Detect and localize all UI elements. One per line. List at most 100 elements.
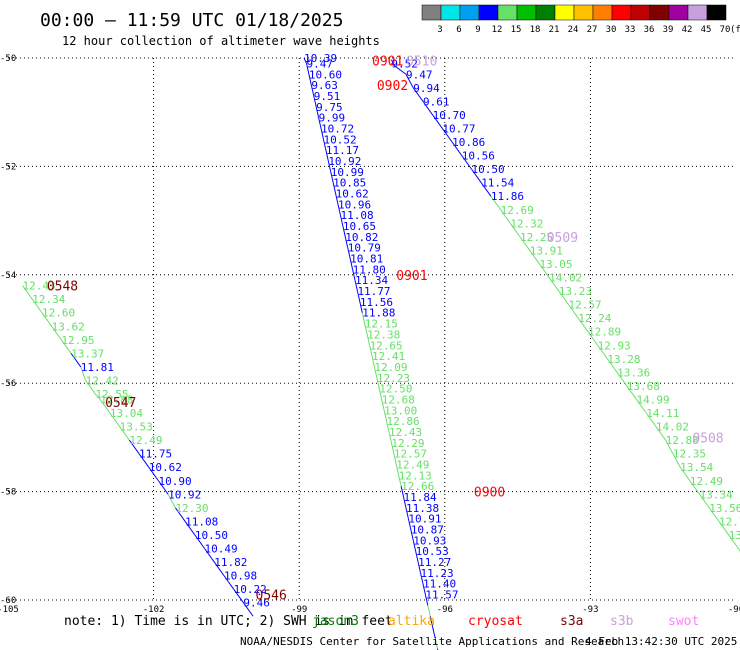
swh-value-label: 12.89 (588, 326, 621, 339)
colorbar-swatch (497, 4, 518, 21)
swh-value-label: 12.60 (42, 307, 75, 320)
swh-value-label: 10.90 (158, 475, 191, 488)
colorbar-unit: (ft) (730, 25, 740, 35)
swh-value-label: 10.22 (234, 583, 267, 596)
swh-value-label: 9.75 (316, 101, 343, 114)
swh-value-label: 12.25 (520, 231, 553, 244)
swh-value-label: 10.50 (471, 163, 504, 176)
pass-time-label: 0548 (47, 280, 78, 295)
track-segment (80, 366, 87, 381)
x-tick-label: -102 (143, 605, 165, 615)
colorbar-label: 42 (682, 25, 693, 35)
track-segment (128, 439, 140, 454)
swh-value-label: 12.82 (738, 543, 740, 556)
track-segment (451, 141, 463, 156)
swh-value-label: 12.86 (387, 415, 420, 428)
track-segment (376, 377, 380, 389)
track-segment (434, 637, 439, 649)
swh-value-label: 11.57 (425, 589, 458, 602)
track-segment (242, 602, 254, 617)
swh-value-label: 12.49 (396, 459, 429, 472)
pass-time-label: 0509 (547, 231, 578, 246)
swh-value-label: 12.65 (370, 339, 403, 352)
swh-value-label: 12.66 (401, 480, 434, 493)
x-tick-label: -96 (437, 605, 453, 615)
track-segment (400, 486, 405, 498)
swh-value-label: 11.84 (404, 491, 437, 504)
track-segment (327, 160, 332, 172)
track-segment (303, 57, 307, 64)
track-segment (366, 334, 371, 346)
track-segment (373, 366, 378, 378)
track-segment (109, 412, 121, 427)
swh-value-label: 10.86 (452, 136, 485, 149)
track-segment (305, 63, 310, 75)
track-segment (708, 507, 720, 522)
swh-value-label: 11.82 (214, 556, 247, 569)
track-0548: 12.4312.3412.6013.6212.9513.3711.8112.42… (22, 280, 270, 617)
swh-value-label: 9.63 (311, 79, 338, 92)
colorbar-swatch (630, 4, 651, 21)
track-segment (422, 583, 426, 595)
grid-lines (8, 57, 736, 601)
satellite-legend-item: cryosat (468, 614, 523, 629)
swh-value-label: 11.81 (81, 361, 114, 374)
track-segment (322, 139, 327, 151)
colorbar-label: 3 (437, 25, 442, 35)
track-segment (577, 317, 589, 333)
swh-value-label: 12.49 (129, 434, 162, 447)
swh-value-label: 13.28 (607, 353, 640, 366)
swh-value-label: 10.39 (304, 52, 337, 65)
swh-value-label: 12.49 (690, 475, 723, 488)
track-segment (342, 225, 346, 237)
colorbar-label: 27 (587, 25, 598, 35)
swh-value-label: 12.43 (23, 280, 56, 293)
x-tick-label: -90 (728, 605, 740, 615)
swh-value-label: 11.23 (421, 567, 454, 580)
swh-value-label: 11.40 (423, 578, 456, 591)
track-segment (529, 250, 540, 265)
pass-labels: 0901 0902 0510 0509 0901 0548 0547 0508 0900 0546 (47, 55, 724, 604)
track-segment (519, 236, 531, 251)
track-segment (417, 561, 422, 574)
swh-value-label: 12.43 (389, 426, 422, 439)
swh-value-label: 9.47 (306, 57, 333, 70)
track-segment (429, 616, 434, 628)
track-segment (31, 298, 43, 314)
colorbar-label: 30 (606, 25, 617, 35)
swh-value-label: 11.27 (418, 556, 451, 569)
track-segment (636, 399, 647, 414)
swh-value-label: 11.56 (360, 296, 393, 309)
swh-value-label: 10.53 (416, 545, 449, 558)
track-segment (441, 128, 453, 143)
track-segment (606, 358, 618, 373)
swh-value-label: 14.99 (637, 393, 670, 406)
track-segment (22, 285, 33, 300)
track-segment (318, 117, 322, 129)
track-segment (364, 323, 368, 335)
track-segment (70, 353, 82, 368)
colorbar-label: 45 (701, 25, 712, 35)
track-segment (672, 453, 681, 468)
track-segment (500, 209, 511, 224)
track-segment (616, 372, 628, 387)
swh-value-label: 10.79 (348, 242, 381, 255)
track-segment (390, 442, 395, 454)
swh-value-label: 12.09 (374, 361, 407, 374)
y-tick-label: -54 (0, 271, 16, 281)
y-tick-label: -50 (0, 54, 16, 64)
colorbar-swatch (459, 4, 480, 21)
track-segment (405, 74, 414, 89)
colorbar-swatch (611, 4, 632, 21)
pass-time-label: 0902 (377, 79, 408, 94)
track-segment (315, 106, 320, 118)
colorbar-swatch (440, 4, 461, 21)
colorbar-label: 6 (456, 25, 461, 35)
swh-value-label: 10.99 (331, 166, 364, 179)
swh-value-label: 10.72 (321, 122, 354, 135)
swh-value-label: 12.88 (100, 393, 133, 406)
colorbar-label: 9 (475, 25, 480, 35)
track-segment (490, 195, 502, 211)
swh-value-label: 10.98 (224, 570, 257, 583)
colorbar-label: 39 (663, 25, 674, 35)
